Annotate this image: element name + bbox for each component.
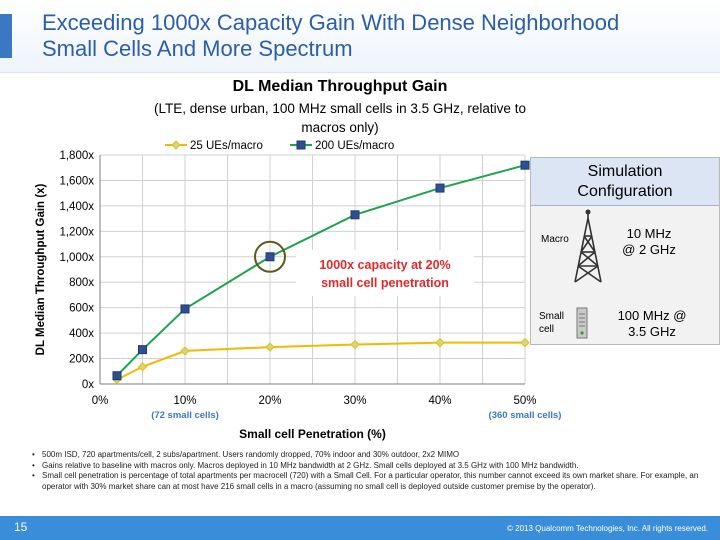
data-point	[138, 345, 147, 355]
data-point	[350, 210, 360, 220]
x-tick-label: 20%	[258, 395, 281, 407]
x-tick-note: (360 small cells)	[489, 410, 562, 421]
data-point	[265, 342, 275, 352]
small-cell-label-line-2: cell	[539, 324, 555, 335]
x-tick-note: (72 small cells)	[151, 410, 219, 421]
y-tick-label: 1,000x	[59, 252, 94, 264]
y-axis-label: DL Median Throughput Gain (x)	[35, 184, 47, 356]
note-item: 500m ISD, 720 apartments/cell, 2 subs/ap…	[30, 450, 710, 461]
legend-marker	[296, 140, 306, 150]
data-point	[180, 304, 190, 314]
throughput-line-chart: 0x 200x 400x 600x 800x 1,000x 1,200x 1,400x 1,60…	[35, 140, 562, 441]
series-line	[116, 341, 525, 381]
data-point	[350, 339, 360, 350]
x-tick-label: 0%	[92, 395, 109, 407]
copyright-text: © 2013 Qualcomm Technologies, Inc. All r…	[507, 524, 708, 533]
x-tick-label: 30%	[343, 395, 366, 407]
macro-label: Macro	[541, 234, 569, 245]
legend-entry: 200 UEs/macro	[315, 140, 394, 152]
data-point	[520, 160, 530, 170]
chart-title: DL Median Throughput Gain	[232, 78, 448, 95]
data-point	[435, 183, 445, 193]
x-tick-label: 50%	[513, 395, 536, 407]
small-cell-label-line-1: Small	[539, 311, 565, 322]
y-tick-label: 1,600x	[59, 175, 94, 187]
legend-marker	[171, 140, 181, 150]
simulation-notes: 500m ISD, 720 apartments/cell, 2 subs/ap…	[30, 450, 710, 492]
small-cell-spectrum-value: 100 MHz @ 3.5 GHz	[603, 308, 701, 340]
small-cell-icon	[576, 307, 588, 339]
y-tick-label: 1,800x	[59, 150, 94, 162]
note-item: Gains relative to baseline with macros o…	[30, 461, 710, 472]
small-value-line-2: 3.5 GHz	[628, 324, 676, 339]
header-accent-strip	[0, 14, 12, 58]
simulation-heading-line-2: Configuration	[577, 183, 673, 200]
slide-title: Exceeding 1000x Capacity Gain With Dense…	[42, 10, 712, 62]
slide-title-line-1: Exceeding 1000x Capacity Gain With Dense…	[42, 10, 620, 35]
chart-subtitle: (LTE, dense urban, 100 MHz small cells i…	[80, 99, 600, 137]
simulation-config-heading: Simulation Configuration	[531, 158, 719, 206]
y-tick-label: 600x	[69, 303, 94, 315]
footer-bar	[0, 516, 720, 540]
annotation-background	[296, 250, 474, 296]
small-value-line-1: 100 MHz @	[617, 308, 687, 323]
highlight-circle	[254, 240, 286, 273]
data-point	[435, 337, 445, 348]
data-point	[180, 346, 190, 356]
x-tick-label: 10%	[173, 395, 196, 407]
cell-tower-icon	[574, 209, 602, 283]
note-item: Small cell penetration is percentage of …	[30, 471, 710, 492]
x-axis-label: Small cell Penetration (%)	[239, 427, 386, 441]
y-tick-label: 400x	[69, 328, 94, 340]
simulation-config-panel: Simulation Configuration Macro 10 MHz @ …	[530, 157, 720, 345]
y-tick-label: 0x	[82, 379, 94, 391]
data-point	[137, 362, 148, 372]
macro-spectrum-value: 10 MHz @ 2 GHz	[603, 226, 695, 258]
data-point	[520, 337, 530, 348]
slide-title-line-2: Small Cells And More Spectrum	[42, 36, 353, 61]
y-tick-label: 800x	[69, 277, 94, 289]
y-tick-label: 200x	[69, 354, 94, 366]
annotation-text: small cell penetration	[321, 276, 449, 290]
macro-value-line-1: 10 MHz	[626, 226, 672, 241]
macro-value-line-2: @ 2 GHz	[622, 242, 676, 257]
chart-subtitle-line-2: macros only)	[301, 120, 379, 135]
legend-entry: 25 UEs/macro	[190, 140, 263, 152]
annotation-text: 1000x capacity at 20%	[319, 258, 450, 272]
x-tick-label: 40%	[428, 395, 451, 407]
slide-header: Exceeding 1000x Capacity Gain With Dense…	[0, 0, 720, 73]
chart-subtitle-line-1: (LTE, dense urban, 100 MHz small cells i…	[154, 101, 526, 116]
page-number: 15	[14, 520, 28, 534]
y-tick-label: 1,400x	[59, 201, 94, 213]
small-cell-label: Small cell	[539, 310, 564, 336]
data-point	[112, 371, 122, 381]
data-point	[265, 252, 275, 262]
y-tick-label: 1,200x	[59, 226, 94, 238]
simulation-heading-line-1: Simulation	[587, 163, 663, 180]
